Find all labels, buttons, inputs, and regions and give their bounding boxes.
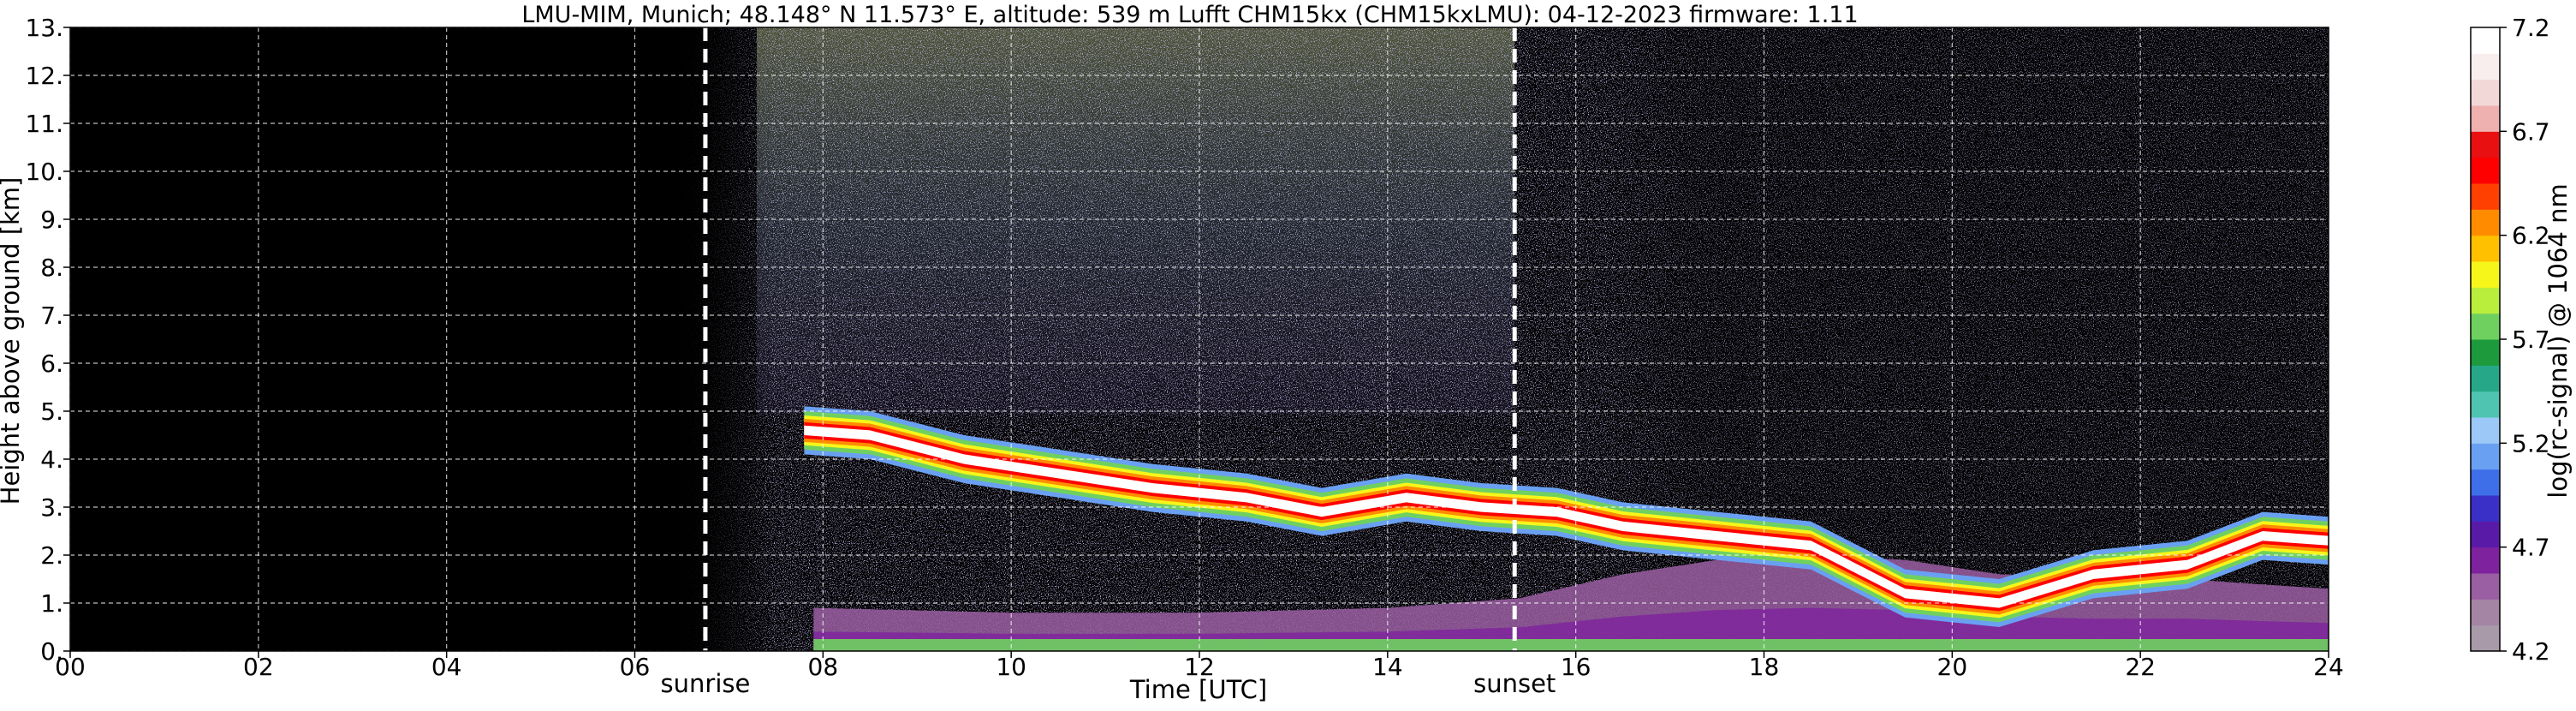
x-axis-label: Time [UTC]	[1129, 675, 1267, 704]
colorbar-segment	[2471, 235, 2500, 262]
chart-title: LMU-MIM, Munich; 48.148° N 11.573° E, al…	[521, 2, 1858, 28]
y-tick-label: 8.	[40, 254, 63, 282]
colorbar-segment	[2471, 365, 2500, 392]
y-tick-label: 2.	[40, 541, 63, 570]
signal-layers	[804, 406, 2329, 651]
colorbar-segment	[2471, 547, 2500, 574]
colorbar-tick-label: 7.2	[2512, 14, 2550, 42]
sun-marker-labels: sunrise sunset	[661, 669, 1556, 698]
colorbar-segment	[2471, 443, 2500, 470]
colorbar-segment	[2471, 209, 2500, 236]
colorbar-segment	[2471, 391, 2500, 418]
colorbar-segment	[2471, 131, 2500, 158]
x-tick-label: 18	[1749, 653, 1780, 681]
colorbar-segment	[2471, 105, 2500, 132]
y-tick-label: 13.	[25, 14, 63, 42]
colorbar-segment	[2471, 521, 2500, 548]
y-tick-label: 3.	[40, 493, 63, 522]
x-tick-label: 16	[1561, 653, 1591, 681]
colorbar-tick-label: 5.2	[2512, 429, 2550, 457]
colorbar-segment	[2471, 27, 2500, 54]
x-tick-label: 12	[1184, 653, 1215, 681]
colorbar-segment	[2471, 157, 2500, 184]
x-tick-label: 24	[2313, 653, 2344, 681]
colorbar-segment	[2471, 183, 2500, 210]
colorbar-tick-label: 5.7	[2512, 326, 2550, 354]
colorbar-segment	[2471, 624, 2500, 652]
x-tick-label: 22	[2125, 653, 2156, 681]
colorbar-segment	[2471, 469, 2500, 496]
y-tick-label: 5.	[40, 397, 63, 426]
y-tick-label: 7.	[40, 302, 63, 330]
colorbar-segment	[2471, 417, 2500, 444]
sunset-label: sunset	[1473, 669, 1556, 698]
colorbar-segment	[2471, 79, 2500, 106]
colorbar-segment	[2471, 287, 2500, 314]
y-tick-label: 4.	[40, 445, 63, 474]
colorbar-segment	[2471, 495, 2500, 522]
colorbar-label: log(rc-signal) @ 1064 nm	[2543, 183, 2573, 498]
y-tick-label: 12.	[25, 62, 63, 90]
colorbar-segment	[2471, 573, 2500, 600]
near-ground-signal	[813, 639, 2329, 651]
y-tick-label: 6.	[40, 350, 63, 378]
colorbar-segment	[2471, 599, 2500, 626]
colorbar-segment	[2471, 261, 2500, 288]
colorbar-tick-label: 6.7	[2512, 117, 2550, 146]
x-tick-label: 10	[996, 653, 1026, 681]
sunrise-label: sunrise	[661, 669, 751, 698]
x-tick-label: 20	[1937, 653, 1968, 681]
x-tick-label: 00	[55, 653, 86, 681]
colorbar-ticks: 4.2 4.7 5.2 5.7 6.2 6.7 7.2	[2500, 14, 2550, 666]
y-axis-ticks: 0. 1. 2. 3. 4. 5. 6. 7. 8. 9. 10. 11. 12. 13.	[25, 14, 70, 666]
x-axis-ticks: 00 02 04 06 08 10 12 14 16 18 20 22 24	[55, 651, 2344, 681]
colorbar	[2470, 27, 2501, 652]
x-tick-label: 04	[431, 653, 462, 681]
x-tick-label: 14	[1372, 653, 1403, 681]
x-tick-label: 06	[620, 653, 651, 681]
x-tick-label: 02	[243, 653, 274, 681]
colorbar-segment	[2471, 313, 2500, 340]
grid-lines	[70, 27, 2329, 651]
colorbar-tick-label: 4.2	[2512, 637, 2550, 666]
y-tick-label: 1.	[40, 589, 63, 618]
x-tick-label: 08	[808, 653, 839, 681]
y-axis-label: Height above ground [km]	[0, 177, 25, 505]
y-tick-label: 0.	[40, 637, 63, 666]
sun-markers	[703, 27, 1517, 651]
colorbar-segment	[2471, 339, 2500, 366]
y-tick-label: 11.	[25, 110, 63, 138]
colorbar-tick-label: 4.7	[2512, 534, 2550, 562]
cloud-layer-band-5	[804, 425, 2329, 608]
y-tick-label: 10.	[25, 158, 63, 186]
y-tick-label: 9.	[40, 206, 63, 234]
colorbar-tick-label: 6.2	[2512, 222, 2550, 250]
colorbar-segment	[2471, 53, 2500, 81]
